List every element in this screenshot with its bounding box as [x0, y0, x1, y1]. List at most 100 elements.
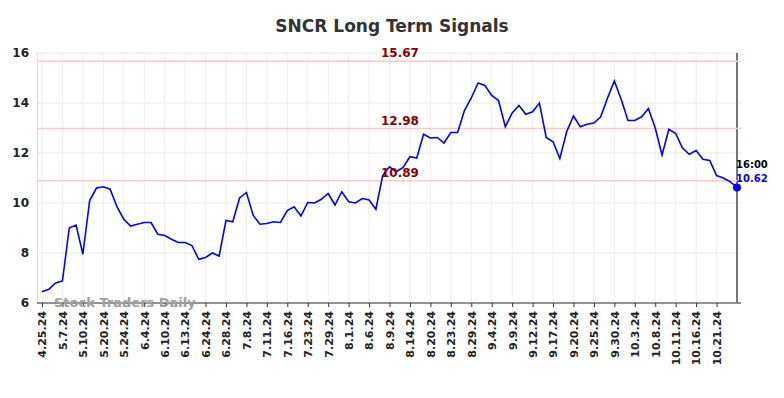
x-grid-line	[42, 53, 43, 303]
x-tick: 10.16.24	[690, 303, 703, 365]
x-tick: 9.20.24	[568, 303, 581, 358]
x-tick-mark	[42, 303, 43, 307]
x-tick-label: 6.10.24	[159, 311, 172, 358]
x-tick-label: 9.9.24	[506, 311, 519, 350]
grid	[37, 53, 741, 303]
x-tick-label: 7.29.24	[323, 311, 336, 358]
x-tick: 7.23.24	[302, 303, 315, 358]
x-tick-mark	[226, 303, 227, 307]
x-tick-label: 8.29.24	[466, 311, 479, 358]
x-grid-line	[185, 53, 186, 303]
y-tick: 16	[12, 46, 37, 60]
x-tick-label: 7.11.24	[261, 311, 274, 358]
x-tick: 8.14.24	[404, 303, 417, 358]
x-tick-label: 8.1.24	[343, 311, 356, 350]
signal-label: 15.67	[381, 46, 419, 60]
x-tick: 8.23.24	[445, 303, 458, 358]
x-tick-label: 5.10.24	[77, 311, 90, 358]
x-grid-line	[553, 53, 554, 303]
x-grid-line	[450, 53, 451, 303]
x-tick-label: 10.16.24	[690, 311, 703, 366]
x-tick: 6.28.24	[220, 303, 233, 358]
x-grid-line	[491, 53, 492, 303]
x-tick-label: 10.21.24	[711, 311, 724, 366]
y-tick: 6	[21, 296, 37, 310]
x-tick-label: 8.20.24	[425, 311, 438, 358]
x-tick-mark	[553, 303, 554, 307]
x-tick: 6.4.24	[139, 303, 152, 350]
x-tick-label: 9.20.24	[568, 311, 581, 358]
x-tick: 10.8.24	[650, 303, 663, 358]
x-tick: 7.8.24	[241, 303, 254, 350]
x-tick-label: 9.17.24	[547, 311, 560, 358]
x-tick-mark	[287, 303, 288, 307]
x-grid-line	[675, 53, 676, 303]
x-tick-label: 9.30.24	[609, 311, 622, 358]
x-tick: 6.10.24	[159, 303, 172, 358]
x-tick: 9.17.24	[547, 303, 560, 358]
y-axis: 6 8 10 12 14 16	[12, 46, 37, 310]
x-grid-line	[471, 53, 472, 303]
x-grid-line	[573, 53, 574, 303]
x-tick-mark	[492, 303, 493, 307]
x-tick-mark	[451, 303, 452, 307]
x-tick-label: 7.16.24	[282, 311, 295, 358]
x-tick: 7.29.24	[323, 303, 336, 358]
x-tick-label: 10.8.24	[650, 311, 663, 358]
x-tick-mark	[696, 303, 697, 307]
signal-line	[37, 128, 741, 130]
x-tick: 10.3.24	[629, 303, 642, 358]
x-tick-label: 6.4.24	[139, 311, 152, 350]
annotations: 15.6712.9810.8916:0010.62Stock Traders D…	[54, 46, 768, 310]
chart: SNCR Long Term Signals 6 8 10 12 14 16 4.25.24 5…	[0, 0, 784, 398]
x-grid-line	[655, 53, 656, 303]
x-grid-line	[430, 53, 431, 303]
watermark: Stock Traders Daily	[54, 295, 196, 310]
x-tick: 4.25.24	[36, 303, 49, 358]
y-tick: 8	[21, 246, 37, 260]
x-tick: 8.6.24	[363, 303, 376, 350]
x-tick-mark	[308, 303, 309, 307]
x-grid-line	[62, 53, 63, 303]
signal-label: 12.98	[381, 114, 419, 128]
title: SNCR Long Term Signals	[275, 16, 508, 36]
x-grid-line	[348, 53, 349, 303]
x-tick-mark	[267, 303, 268, 307]
x-tick-mark	[328, 303, 329, 307]
x-grid-line	[614, 53, 615, 303]
x-grid-line	[532, 53, 533, 303]
x-tick-label: 10.3.24	[629, 311, 642, 358]
x-tick-mark	[676, 303, 677, 307]
x-tick-label: 5.7.24	[57, 311, 70, 350]
x-tick-label: 4.25.24	[36, 311, 49, 358]
x-tick-label: 5.24.24	[118, 311, 131, 358]
x-tick: 8.9.24	[384, 303, 397, 350]
y-tick: 12	[12, 146, 37, 160]
x-tick: 9.12.24	[527, 303, 540, 358]
x-tick-mark	[471, 303, 472, 307]
y-tick: 10	[12, 196, 37, 210]
y-tick-label: 6	[21, 296, 29, 310]
x-tick-mark	[533, 303, 534, 307]
x-tick: 7.16.24	[282, 303, 295, 358]
x-grid-line	[164, 53, 165, 303]
x-tick: 9.25.24	[588, 303, 601, 358]
x-tick-mark	[369, 303, 370, 307]
x-tick-label: 7.23.24	[302, 311, 315, 358]
x-tick-label: 5.20.24	[98, 311, 111, 358]
x-tick-label: 9.4.24	[486, 311, 499, 350]
x-tick-label: 9.25.24	[588, 311, 601, 358]
x-tick: 10.21.24	[711, 303, 724, 365]
x-tick: 5.10.24	[77, 303, 90, 358]
x-grid-line	[103, 53, 104, 303]
x-grid-line	[328, 53, 329, 303]
x-grid-line	[593, 53, 594, 303]
x-tick: 8.29.24	[466, 303, 479, 358]
x-tick-mark	[635, 303, 636, 307]
y-tick-label: 14	[12, 96, 29, 110]
x-grid-line	[716, 53, 717, 303]
x-tick-mark	[349, 303, 350, 307]
x-tick: 8.1.24	[343, 303, 356, 350]
x-tick-mark	[430, 303, 431, 307]
x-tick-label: 8.23.24	[445, 311, 458, 358]
